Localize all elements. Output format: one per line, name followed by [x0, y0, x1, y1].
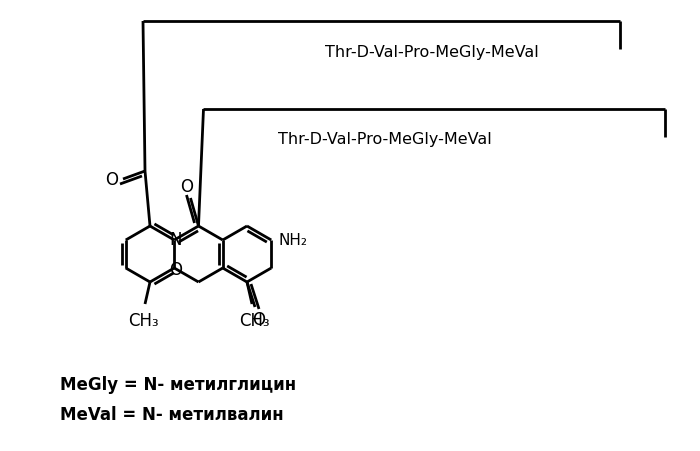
Text: MeVal = N- метилвалин: MeVal = N- метилвалин [60, 405, 284, 423]
Text: N: N [169, 230, 181, 249]
Text: O: O [106, 170, 118, 189]
Text: Thr-D-Val-Pro-MeGly-MeVal: Thr-D-Val-Pro-MeGly-MeVal [279, 132, 492, 147]
Text: O: O [180, 178, 193, 196]
Text: MeGly = N- метилглицин: MeGly = N- метилглицин [60, 375, 296, 393]
Text: CH₃: CH₃ [239, 311, 270, 329]
Text: O: O [169, 260, 182, 278]
Text: Thr-D-Val-Pro-MeGly-MeVal: Thr-D-Val-Pro-MeGly-MeVal [325, 44, 539, 60]
Text: NH₂: NH₂ [279, 233, 308, 248]
Text: CH₃: CH₃ [127, 311, 158, 329]
Text: O: O [253, 310, 265, 328]
